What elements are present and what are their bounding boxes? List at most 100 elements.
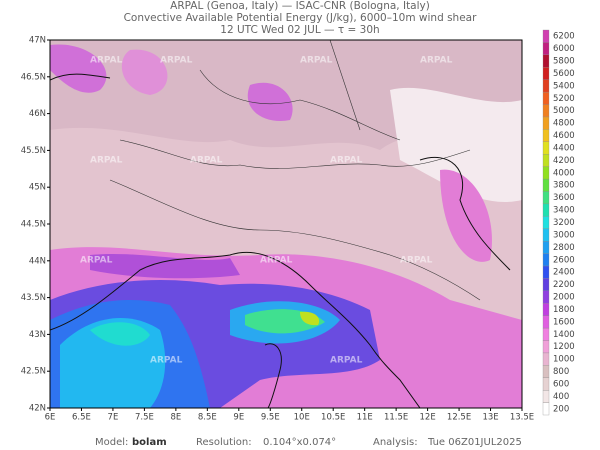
x-tick-label: 8E (170, 413, 181, 423)
colorbar-swatch (542, 402, 550, 416)
colorbar-label: 3000 (553, 230, 575, 240)
map-field (50, 40, 522, 408)
colorbar-swatch (542, 278, 550, 291)
footer-value: 0.104°x0.074° (263, 437, 336, 448)
x-tick-label: 13.5E (510, 413, 534, 423)
y-tick-label: 44.5N (21, 220, 46, 230)
colorbar-label: 1000 (553, 355, 575, 365)
y-tick-label: 45.5N (21, 146, 46, 156)
y-tick-label: 42N (29, 404, 46, 414)
footer-label: Analysis: (373, 437, 418, 448)
colorbar-label: 4600 (553, 131, 575, 141)
colorbar-label: 800 (553, 367, 569, 377)
x-tick-label: 7.5E (135, 413, 154, 423)
colorbar-label: 4800 (553, 119, 575, 129)
colorbar-label: 600 (553, 379, 569, 389)
y-tick-label: 46.5N (21, 72, 46, 82)
watermark: ARPAL (150, 356, 183, 366)
watermark: ARPAL (300, 56, 333, 66)
colorbar-swatch (542, 352, 550, 366)
colorbar-swatch (542, 290, 550, 304)
colorbar-label: 3600 (553, 193, 575, 203)
colorbar-label: 5800 (553, 57, 575, 67)
x-tick-label: 11E (357, 413, 373, 423)
x-tick-label: 9.5E (261, 413, 280, 423)
colorbar-swatch (542, 79, 550, 93)
colorbar-label: 5000 (553, 106, 575, 116)
colorbar-label: 5200 (553, 94, 575, 104)
colorbar-label: 2400 (553, 268, 575, 278)
watermark: ARPAL (260, 256, 293, 266)
colorbar-swatch (542, 265, 550, 279)
colorbar-label: 1200 (553, 342, 575, 352)
colorbar-swatch (542, 315, 550, 329)
watermark: ARPAL (400, 256, 433, 266)
footer-label: Model: (95, 437, 128, 448)
colorbar-label: 2000 (553, 293, 575, 303)
colorbar-swatch (542, 253, 550, 267)
colorbar-swatch (542, 340, 550, 354)
x-tick-label: 12.5E (447, 413, 471, 423)
colorbar-swatch (542, 327, 550, 341)
colorbar-swatch (542, 54, 550, 68)
title-line: 12 UTC Wed 02 JUL — τ = 30h (220, 24, 379, 36)
colorbar-label: 4200 (553, 156, 575, 166)
y-tick-label: 46N (29, 109, 46, 119)
colorbar-swatch (542, 365, 550, 378)
watermark: ARPAL (80, 256, 113, 266)
colorbar-swatch (542, 178, 550, 192)
watermark: ARPAL (420, 56, 453, 66)
watermark: ARPAL (160, 56, 193, 66)
watermark: ARPAL (330, 156, 363, 166)
y-tick-label: 47N (29, 36, 46, 46)
x-tick-label: 13E (482, 413, 498, 423)
colorbar-label: 2800 (553, 243, 575, 253)
footer-value: bolam (132, 437, 167, 448)
colorbar-label: 3400 (553, 206, 575, 216)
title-line: ARPAL (Genoa, Italy) — ISAC-CNR (Bologna… (170, 0, 430, 12)
colorbar-swatch (542, 166, 550, 180)
colorbar-swatch (542, 377, 550, 391)
x-tick-label: 10.5E (321, 413, 345, 423)
x-tick-label: 6.5E (72, 413, 91, 423)
title-line: Convective Available Potential Energy (J… (124, 12, 478, 24)
x-tick-label: 9E (233, 413, 244, 423)
colorbar-swatch (542, 129, 550, 142)
colorbar-swatch (542, 29, 550, 43)
colorbar-swatch (542, 390, 550, 403)
colorbar-swatch (542, 228, 550, 242)
colorbar-label: 400 (553, 392, 569, 402)
footer-label: Resolution: (196, 437, 252, 448)
colorbar-label: 1600 (553, 317, 575, 327)
colorbar-label: 3800 (553, 181, 575, 191)
colorbar-swatch (542, 203, 550, 217)
watermark: ARPAL (190, 156, 223, 166)
colorbar-label: 4000 (553, 168, 575, 178)
colorbar-swatch (542, 67, 550, 80)
watermark: ARPAL (90, 56, 123, 66)
colorbar-label: 5400 (553, 81, 575, 91)
colorbar-label: 6000 (553, 44, 575, 54)
colorbar-swatch (542, 154, 550, 167)
colorbar-label: 3200 (553, 218, 575, 228)
watermark: ARPAL (330, 356, 363, 366)
colorbar-label: 6200 (553, 32, 575, 42)
colorbar-swatch (542, 104, 550, 118)
colorbar-swatch (542, 42, 550, 55)
colorbar-swatch (542, 141, 550, 155)
y-tick-label: 43N (29, 330, 46, 340)
colorbar-label: 4400 (553, 143, 575, 153)
footer-value: Tue 06Z01JUL2025 (427, 437, 522, 448)
x-tick-label: 8.5E (198, 413, 217, 423)
colorbar-label: 2200 (553, 280, 575, 290)
colorbar-label: 2600 (553, 255, 575, 265)
x-tick-label: 11.5E (384, 413, 408, 423)
watermark: ARPAL (90, 156, 123, 166)
colorbar-label: 200 (553, 404, 569, 414)
colorbar-swatch (542, 216, 550, 229)
x-tick-label: 6E (45, 413, 56, 423)
y-tick-label: 43.5N (21, 293, 46, 303)
x-tick-label: 7E (108, 413, 119, 423)
